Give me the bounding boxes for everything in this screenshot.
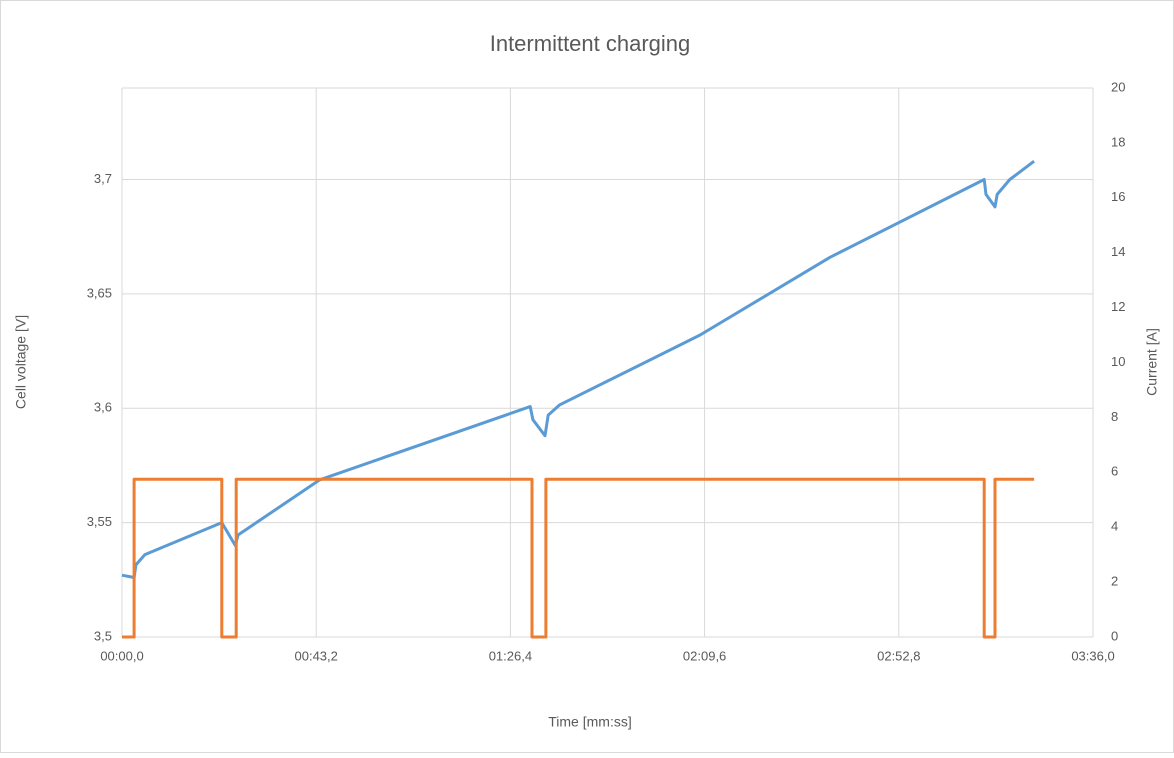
x-tick-label: 00:43,2 <box>295 648 338 663</box>
chart-title: Intermittent charging <box>490 31 691 56</box>
y2-tick-label: 12 <box>1111 299 1125 314</box>
y-tick-label: 3,5 <box>94 628 112 643</box>
y2-tick-label: 8 <box>1111 409 1118 424</box>
x-tick-label: 02:09,6 <box>683 648 726 663</box>
series-line <box>121 160 1036 579</box>
y2-tick-label: 18 <box>1111 134 1125 149</box>
y2-tick-label: 10 <box>1111 354 1125 369</box>
x-tick-label: 01:26,4 <box>489 648 532 663</box>
y-tick-label: 3,65 <box>87 285 112 300</box>
y2-tick-label: 2 <box>1111 574 1118 589</box>
y-axis-label: Cell voltage [V] <box>13 315 29 409</box>
x-tick-label: 00:00,0 <box>100 648 143 663</box>
series-line <box>122 477 1035 639</box>
y-tick-label: 3,7 <box>94 171 112 186</box>
y2-tick-label: 14 <box>1111 244 1125 259</box>
y2-tick-label: 20 <box>1111 79 1125 94</box>
y2-tick-label: 16 <box>1111 189 1125 204</box>
x-axis-label: Time [mm:ss] <box>548 714 631 730</box>
y-tick-label: 3,6 <box>94 400 112 415</box>
y2-axis-label: Current [A] <box>1144 328 1160 396</box>
y2-tick-label: 0 <box>1111 628 1118 643</box>
x-tick-label: 03:36,0 <box>1071 648 1114 663</box>
y2-tick-label: 4 <box>1111 519 1118 534</box>
x-tick-label: 02:52,8 <box>877 648 920 663</box>
y-tick-label: 3,55 <box>87 514 112 529</box>
y2-tick-label: 6 <box>1111 464 1118 479</box>
